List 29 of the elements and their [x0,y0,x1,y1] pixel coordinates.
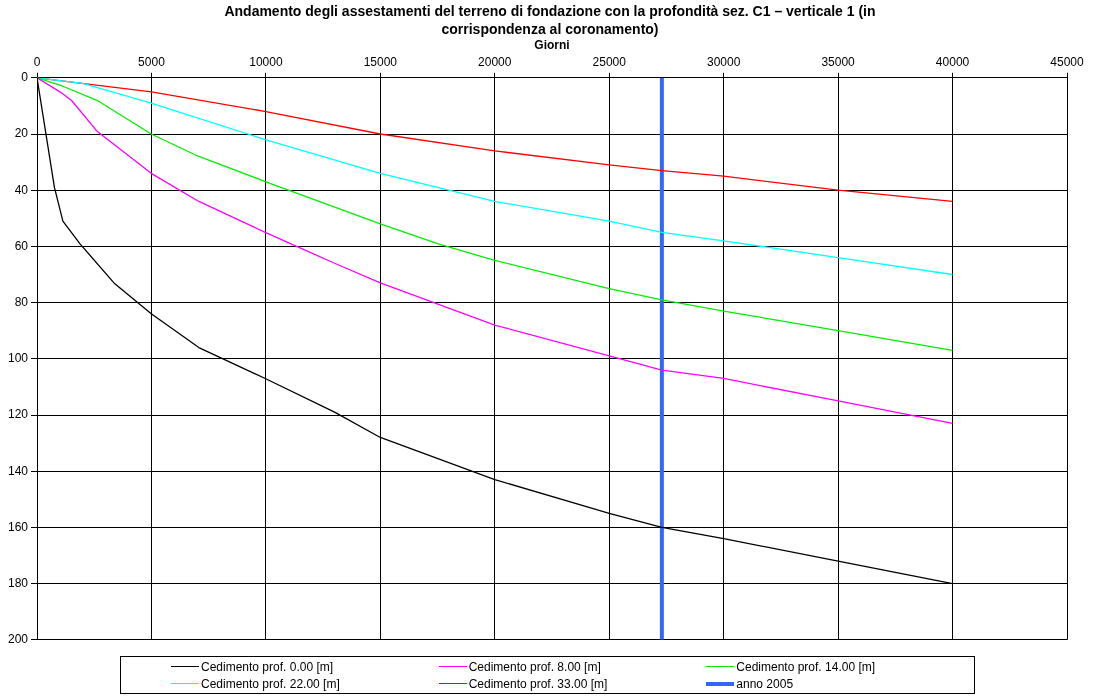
x-tick-label: 25000 [592,54,627,69]
x-tick-label: 15000 [363,54,398,69]
legend-label: Cedimento prof. 0.00 [m] [201,659,334,674]
legend-label: anno 2005 [736,676,794,691]
y-tick-label: 100 [7,351,29,366]
x-tick-label: 40000 [935,54,970,69]
y-tick-label: 140 [7,463,29,478]
y-tick-label: 20 [14,126,29,141]
legend-label: Cedimento prof. 22.00 [m] [201,676,340,691]
x-tick-label: 20000 [478,54,512,69]
x-tick-label: 5000 [138,54,166,69]
y-tick-label: 40 [14,182,29,197]
x-tick-label: 0 [33,54,41,69]
y-tick-label: 0 [21,70,29,85]
x-axis-title: Giorni [534,37,570,52]
y-tick-label: 80 [14,294,29,309]
chart-title: Andamento degli assestamenti del terreno di fondazione con la profondità sez. C1 – verticale 1 (in corrispondenza al coronamento) [223,2,877,38]
legend-label: Cedimento prof. 8.00 [m] [468,659,601,674]
y-tick-label: 180 [7,575,29,590]
x-tick-label: 30000 [706,54,741,69]
y-tick-label: 200 [7,632,29,647]
y-tick-label: 160 [7,519,29,534]
legend-label: Cedimento prof. 33.00 [m] [468,676,608,691]
x-tick-label: 45000 [1050,54,1085,69]
x-tick-label: 35000 [821,54,856,69]
x-tick-label: 10000 [249,54,283,69]
y-tick-label: 120 [7,407,29,422]
legend-label: Cedimento prof. 14.00 [m] [736,659,876,674]
y-tick-label: 60 [14,238,29,253]
